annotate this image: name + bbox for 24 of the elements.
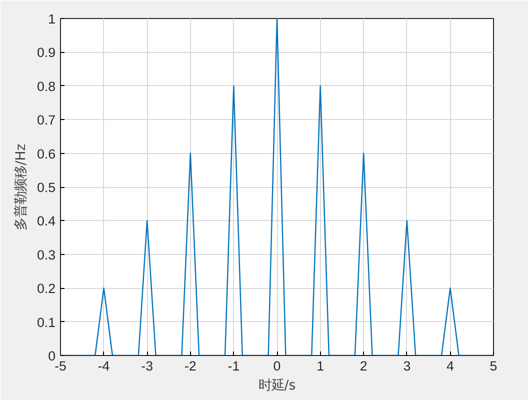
x-tick-label: -4 <box>98 358 110 374</box>
x-tick-label: -3 <box>141 358 154 374</box>
y-tick-label: 0.1 <box>36 314 56 330</box>
x-tick-label: -1 <box>228 358 240 374</box>
x-tick-label: 2 <box>360 358 368 374</box>
x-tick-label: -2 <box>184 358 196 374</box>
x-axis-title: 时延/s <box>258 378 296 394</box>
y-tick-label: 0.2 <box>36 281 56 296</box>
x-tick-label: 0 <box>273 358 281 374</box>
y-tick-label: 0.4 <box>36 214 56 229</box>
x-tick-label: 3 <box>403 358 411 374</box>
y-tick-label: 0.5 <box>36 180 56 195</box>
y-tick-label: 0.3 <box>36 247 56 262</box>
y-tick-label: 1 <box>48 12 56 26</box>
x-tick-label: 1 <box>316 358 324 374</box>
y-tick-label: 0.9 <box>36 45 56 60</box>
x-tick-label: 5 <box>490 358 498 374</box>
y-tick-label: 0.6 <box>36 146 56 162</box>
x-tick-label: 4 <box>446 358 454 374</box>
y-tick-label: 0 <box>48 348 56 364</box>
x-tick-label: -5 <box>54 358 66 374</box>
y-tick-label: 0.7 <box>36 112 56 128</box>
y-tick-label: 0.8 <box>36 78 56 94</box>
y-axis-title: 多普勒频移/Hz <box>12 144 29 230</box>
